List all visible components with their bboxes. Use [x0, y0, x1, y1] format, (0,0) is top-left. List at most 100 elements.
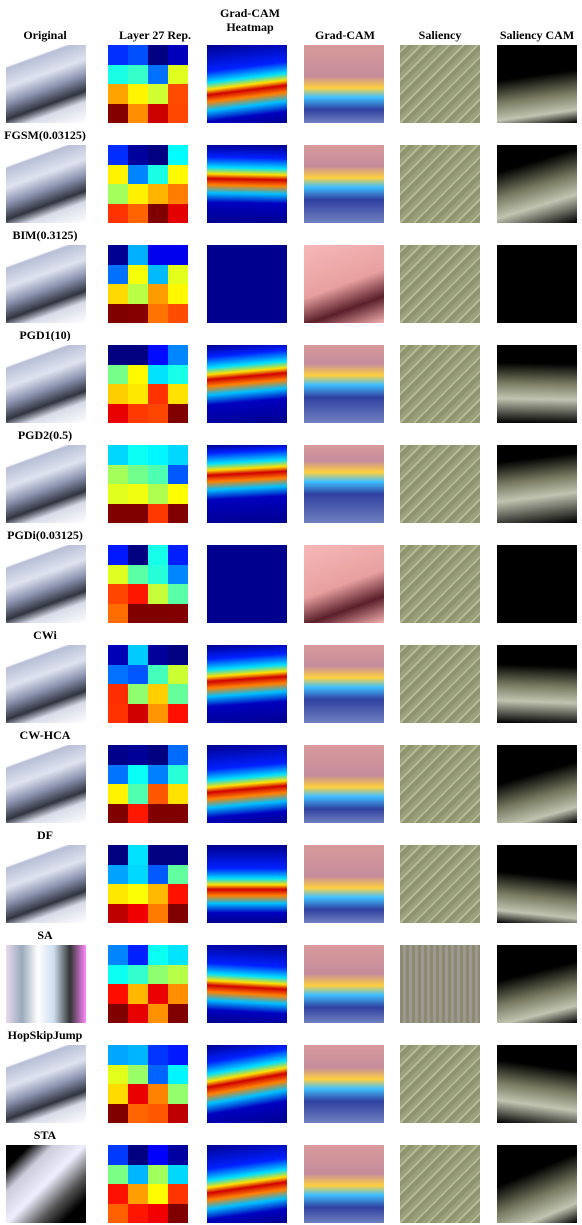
saliency-cam: [497, 545, 577, 623]
feature-cell: [108, 284, 128, 304]
feature-cell: [168, 564, 188, 584]
feature-cell: [128, 1084, 148, 1104]
feature-cell: [108, 203, 128, 223]
feature-cell: [168, 803, 188, 823]
feature-cell: [128, 1045, 148, 1065]
feature-cell: [128, 1145, 148, 1165]
feature-cell: [128, 64, 148, 84]
feature-cell: [128, 84, 148, 104]
feature-cell: [168, 964, 188, 984]
feature-cell: [148, 645, 168, 665]
feature-cell: [108, 1064, 128, 1084]
feature-cell: [168, 484, 188, 504]
feature-cell: [108, 784, 128, 804]
feature-cell: [168, 545, 188, 565]
feature-cell: [108, 864, 128, 884]
saliency-map: [400, 545, 480, 623]
feature-cell: [148, 603, 168, 623]
feature-cell: [148, 1045, 168, 1065]
feature-cell: [168, 645, 188, 665]
layer-representation: [108, 545, 188, 623]
feature-cell: [148, 545, 168, 565]
feature-cell: [168, 464, 188, 484]
feature-cell: [168, 664, 188, 684]
feature-cell: [128, 345, 148, 365]
feature-cell: [108, 664, 128, 684]
feature-cell: [128, 1164, 148, 1184]
feature-cell: [168, 1184, 188, 1204]
feature-cell: [108, 103, 128, 123]
feature-cell: [168, 1084, 188, 1104]
feature-cell: [148, 964, 168, 984]
saliency-map: [400, 1145, 480, 1223]
gradcam-overlay: [304, 945, 384, 1023]
gradcam-overlay: [304, 445, 384, 523]
feature-cell: [148, 484, 168, 504]
feature-cell: [108, 903, 128, 923]
feature-cell: [148, 764, 168, 784]
feature-cell: [108, 1045, 128, 1065]
feature-cell: [108, 1084, 128, 1104]
saliency-cam: [497, 345, 577, 423]
feature-cell: [168, 1003, 188, 1023]
gradcam-heatmap: [207, 1145, 287, 1223]
feature-cell: [148, 184, 168, 204]
feature-cell: [108, 484, 128, 504]
row-label: PGD2(0.5): [17, 428, 73, 442]
layer-representation: [108, 245, 188, 323]
feature-cell: [168, 164, 188, 184]
feature-cell: [128, 564, 148, 584]
feature-cell: [128, 303, 148, 323]
feature-cell: [128, 245, 148, 265]
column-header: Saliency: [418, 28, 462, 42]
gradcam-overlay: [304, 745, 384, 823]
saliency-map: [400, 445, 480, 523]
feature-cell: [148, 684, 168, 704]
gradcam-heatmap: [207, 545, 287, 623]
original-image: [6, 545, 86, 623]
feature-cell: [128, 903, 148, 923]
feature-cell: [108, 264, 128, 284]
feature-cell: [168, 884, 188, 904]
feature-cell: [168, 745, 188, 765]
gradcam-overlay: [304, 1145, 384, 1223]
gradcam-heatmap: [207, 145, 287, 223]
column-header: Saliency CAM: [499, 28, 575, 42]
feature-cell: [108, 364, 128, 384]
column-header: Layer 27 Rep.: [118, 28, 192, 42]
saliency-map: [400, 645, 480, 723]
feature-cell: [168, 384, 188, 404]
row-label: DF: [37, 828, 53, 842]
row-label: CW-HCA: [19, 728, 71, 742]
feature-cell: [128, 445, 148, 465]
feature-cell: [148, 1164, 168, 1184]
feature-cell: [148, 45, 168, 65]
gradcam-heatmap: [207, 445, 287, 523]
column-header: Grad-CAM Heatmap: [220, 6, 280, 34]
feature-cell: [128, 484, 148, 504]
feature-cell: [168, 264, 188, 284]
feature-cell: [148, 664, 168, 684]
feature-cell: [128, 403, 148, 423]
original-image: [6, 345, 86, 423]
feature-cell: [148, 445, 168, 465]
row-label: BIM(0.3125): [12, 228, 78, 242]
feature-cell: [108, 1164, 128, 1184]
feature-cell: [108, 684, 128, 704]
feature-cell: [108, 845, 128, 865]
feature-cell: [108, 764, 128, 784]
gradcam-heatmap: [207, 645, 287, 723]
feature-cell: [148, 203, 168, 223]
feature-cell: [108, 545, 128, 565]
feature-cell: [148, 1184, 168, 1204]
feature-cell: [108, 1145, 128, 1165]
original-image: [6, 245, 86, 323]
layer-representation: [108, 745, 188, 823]
feature-cell: [148, 584, 168, 604]
feature-cell: [128, 1203, 148, 1223]
feature-cell: [108, 345, 128, 365]
feature-cell: [148, 84, 168, 104]
saliency-map: [400, 245, 480, 323]
original-image: [6, 445, 86, 523]
layer-representation: [108, 1045, 188, 1123]
